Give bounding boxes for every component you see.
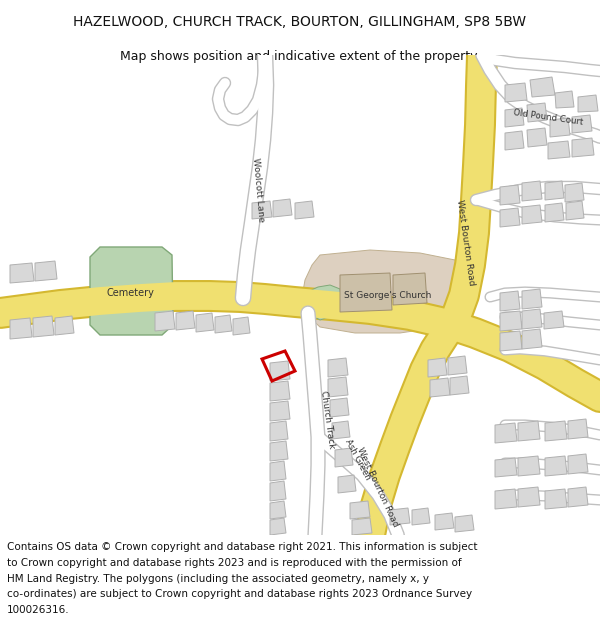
Polygon shape xyxy=(155,311,175,331)
Polygon shape xyxy=(328,377,348,397)
Polygon shape xyxy=(505,83,527,102)
Polygon shape xyxy=(90,247,173,335)
Polygon shape xyxy=(295,201,314,219)
Polygon shape xyxy=(527,103,547,122)
Polygon shape xyxy=(335,448,353,467)
Polygon shape xyxy=(450,376,469,395)
Polygon shape xyxy=(35,261,57,281)
Polygon shape xyxy=(233,317,250,335)
Text: Contains OS data © Crown copyright and database right 2021. This information is : Contains OS data © Crown copyright and d… xyxy=(7,542,478,552)
Polygon shape xyxy=(522,309,542,329)
Polygon shape xyxy=(270,481,286,501)
Polygon shape xyxy=(252,201,272,219)
Polygon shape xyxy=(572,138,594,157)
Polygon shape xyxy=(55,316,74,335)
Polygon shape xyxy=(270,501,286,519)
Polygon shape xyxy=(302,285,342,320)
Polygon shape xyxy=(270,461,286,481)
Polygon shape xyxy=(270,381,290,401)
Polygon shape xyxy=(500,185,520,205)
Polygon shape xyxy=(428,358,447,377)
Polygon shape xyxy=(412,508,430,525)
Polygon shape xyxy=(430,378,450,397)
Text: West Bourton Road: West Bourton Road xyxy=(356,446,400,528)
Polygon shape xyxy=(545,181,564,200)
Text: West Bourton Road: West Bourton Road xyxy=(455,199,476,286)
Text: 100026316.: 100026316. xyxy=(7,605,70,615)
Polygon shape xyxy=(340,273,392,312)
Polygon shape xyxy=(448,356,467,375)
Polygon shape xyxy=(10,263,34,283)
Polygon shape xyxy=(522,205,542,224)
Polygon shape xyxy=(270,518,286,535)
Polygon shape xyxy=(328,358,348,377)
Text: Cemetery: Cemetery xyxy=(106,288,154,298)
Polygon shape xyxy=(330,398,349,417)
Polygon shape xyxy=(527,128,547,147)
Polygon shape xyxy=(500,208,520,227)
Polygon shape xyxy=(522,289,542,309)
Polygon shape xyxy=(495,458,517,477)
Polygon shape xyxy=(495,489,517,509)
Polygon shape xyxy=(352,518,372,535)
Text: HAZELWOOD, CHURCH TRACK, BOURTON, GILLINGHAM, SP8 5BW: HAZELWOOD, CHURCH TRACK, BOURTON, GILLIN… xyxy=(73,16,527,29)
Polygon shape xyxy=(566,201,584,220)
Polygon shape xyxy=(550,118,570,137)
Polygon shape xyxy=(578,95,598,112)
Polygon shape xyxy=(568,419,588,439)
Polygon shape xyxy=(518,421,540,441)
Text: Woolcott Lane: Woolcott Lane xyxy=(251,158,265,222)
Polygon shape xyxy=(270,361,290,381)
Polygon shape xyxy=(545,203,564,222)
Polygon shape xyxy=(270,401,290,421)
Polygon shape xyxy=(545,421,567,441)
Polygon shape xyxy=(500,331,522,351)
Text: to Crown copyright and database rights 2023 and is reproduced with the permissio: to Crown copyright and database rights 2… xyxy=(7,558,462,568)
Polygon shape xyxy=(518,456,540,476)
Polygon shape xyxy=(500,291,520,311)
Polygon shape xyxy=(215,315,232,333)
Polygon shape xyxy=(568,454,588,474)
Polygon shape xyxy=(545,489,567,509)
Polygon shape xyxy=(522,181,542,201)
Polygon shape xyxy=(33,316,54,337)
Polygon shape xyxy=(176,311,195,330)
Polygon shape xyxy=(500,311,522,331)
Polygon shape xyxy=(270,421,288,441)
Polygon shape xyxy=(393,273,427,305)
Polygon shape xyxy=(338,475,356,493)
Polygon shape xyxy=(544,311,564,329)
Text: St George's Church: St George's Church xyxy=(344,291,431,299)
Text: co-ordinates) are subject to Crown copyright and database rights 2023 Ordnance S: co-ordinates) are subject to Crown copyr… xyxy=(7,589,472,599)
Polygon shape xyxy=(270,441,288,461)
Polygon shape xyxy=(548,141,570,159)
Polygon shape xyxy=(302,250,468,333)
Polygon shape xyxy=(495,423,517,443)
Polygon shape xyxy=(273,199,292,217)
Text: Ash Green: Ash Green xyxy=(343,438,373,482)
Text: Old Pound Court: Old Pound Court xyxy=(512,107,583,126)
Polygon shape xyxy=(518,487,540,507)
Polygon shape xyxy=(565,183,584,202)
Polygon shape xyxy=(350,501,370,519)
Polygon shape xyxy=(505,131,524,150)
Polygon shape xyxy=(10,318,32,339)
Text: HM Land Registry. The polygons (including the associated geometry, namely x, y: HM Land Registry. The polygons (includin… xyxy=(7,574,429,584)
Polygon shape xyxy=(530,77,555,97)
Polygon shape xyxy=(332,421,350,439)
Polygon shape xyxy=(555,91,574,108)
Polygon shape xyxy=(545,456,567,476)
Text: Map shows position and indicative extent of the property.: Map shows position and indicative extent… xyxy=(120,50,480,62)
Text: Church Track: Church Track xyxy=(319,391,337,449)
Polygon shape xyxy=(568,487,588,507)
Polygon shape xyxy=(572,115,592,133)
Polygon shape xyxy=(390,508,410,525)
Polygon shape xyxy=(505,108,524,127)
Polygon shape xyxy=(196,313,214,332)
Polygon shape xyxy=(435,513,454,530)
Polygon shape xyxy=(522,329,542,349)
Polygon shape xyxy=(455,515,474,532)
